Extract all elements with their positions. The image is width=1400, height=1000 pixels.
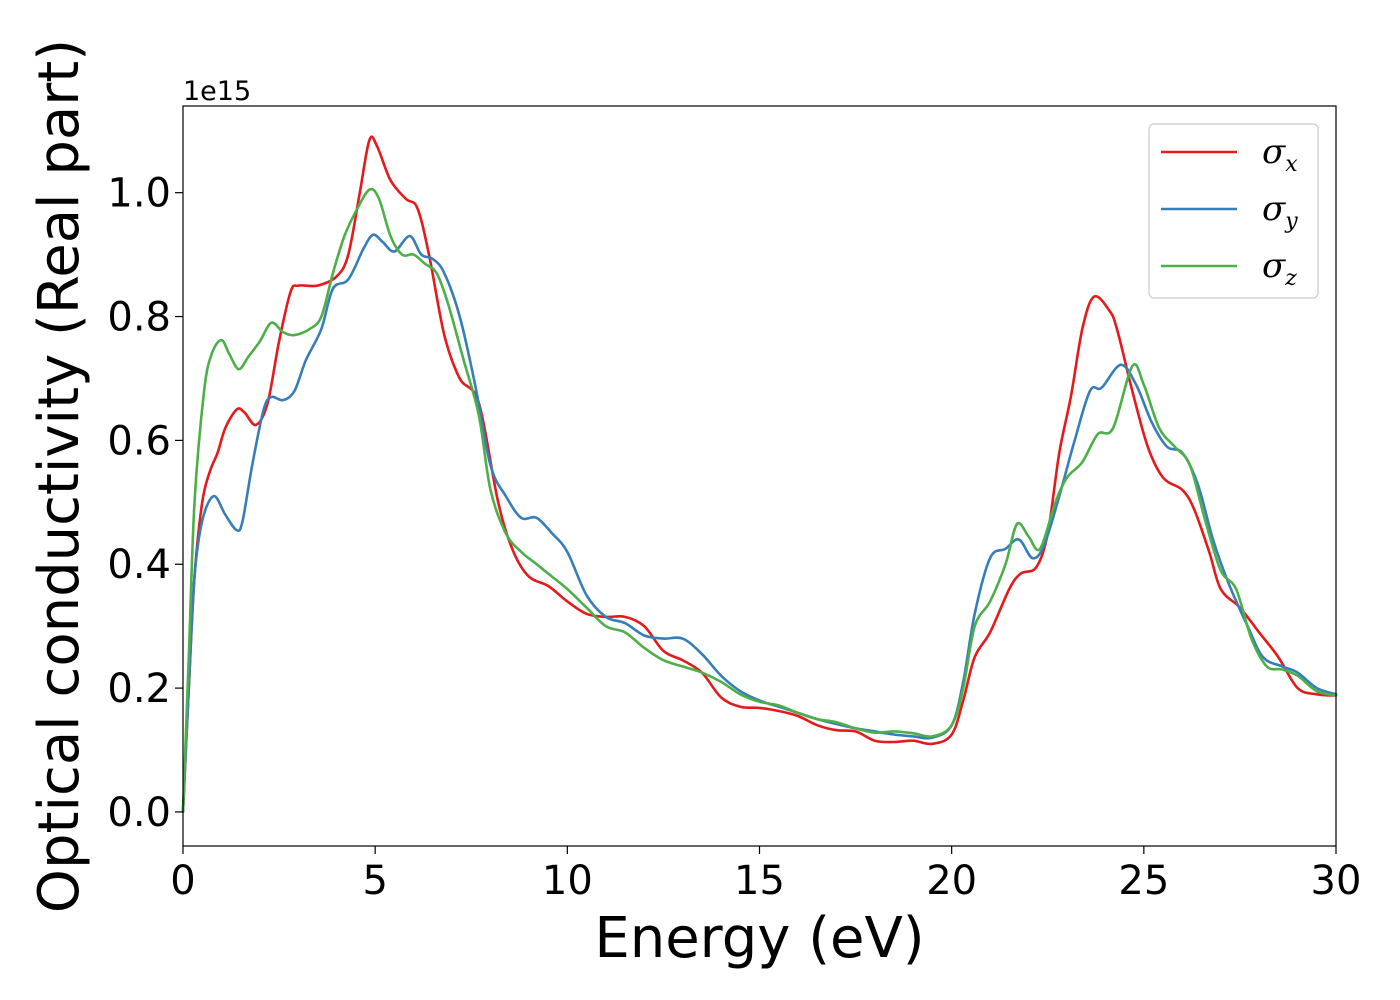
x-tick-label-5: 5 xyxy=(362,858,387,904)
series-line-z xyxy=(181,187,1338,814)
y-tick-label-0.4: 0.4 xyxy=(107,542,171,588)
y-tick-label-1.0: 1.0 xyxy=(107,171,171,217)
x-axis-title: Energy (eV) xyxy=(594,906,924,971)
y-axis: 0.0 0.2 0.4 0.6 0.8 1.0 xyxy=(107,171,183,836)
legend-box xyxy=(1148,123,1319,299)
y-tick-label-0.8: 0.8 xyxy=(107,295,171,341)
legend: σx σy σz xyxy=(1148,123,1319,299)
x-tick-label-10: 10 xyxy=(542,858,593,904)
y-axis-title: Optical conductivity (Real part) xyxy=(27,39,92,913)
legend-label-x: σx xyxy=(1262,132,1298,177)
legend-label-y: σy xyxy=(1262,189,1298,234)
x-tick-label-30: 30 xyxy=(1311,858,1362,904)
y-tick-label-0.6: 0.6 xyxy=(107,418,171,464)
x-tick-label-25: 25 xyxy=(1118,858,1169,904)
y-offset-label: 1e15 xyxy=(183,76,251,107)
x-axis: 0 5 10 15 20 25 30 xyxy=(170,846,1361,904)
y-tick-label-0.0: 0.0 xyxy=(107,790,171,836)
x-tick-label-0: 0 xyxy=(170,858,195,904)
series-line-y xyxy=(181,233,1338,814)
x-tick-label-15: 15 xyxy=(734,858,785,904)
plot-area xyxy=(181,135,1338,814)
y-tick-label-0.2: 0.2 xyxy=(107,666,171,712)
legend-label-z: σz xyxy=(1262,246,1297,291)
x-tick-label-20: 20 xyxy=(926,858,977,904)
